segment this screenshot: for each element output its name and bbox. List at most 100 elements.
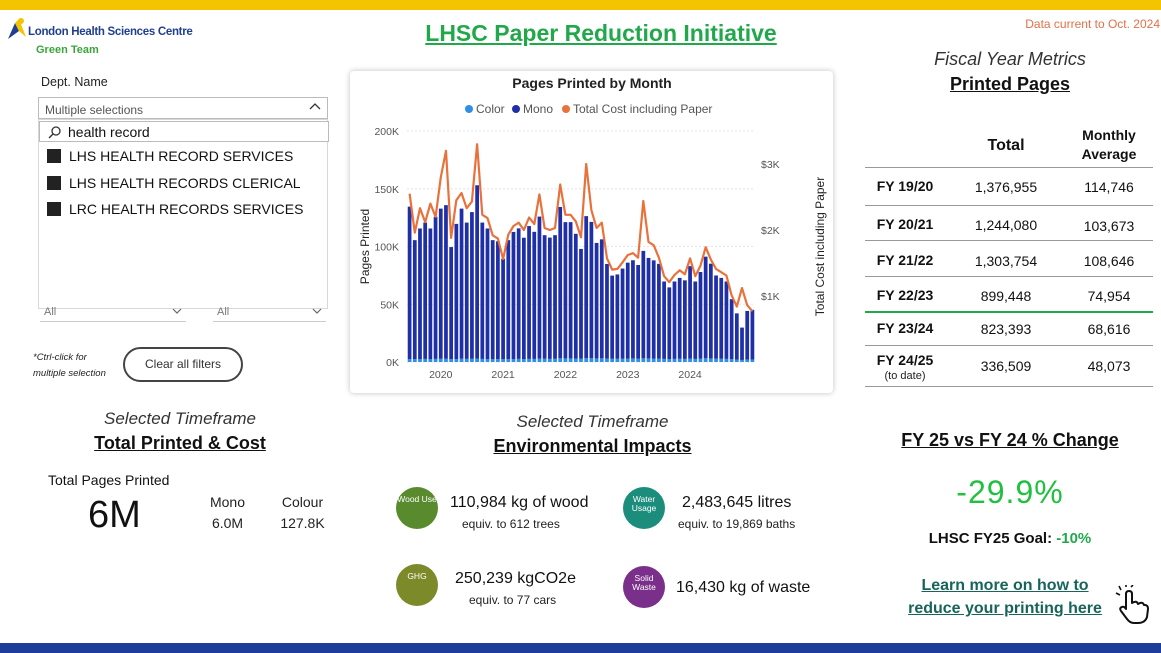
color-bar [672,358,677,362]
wood-use-icon: Wood Use [396,487,438,529]
learn-more-link[interactable]: Learn more on how to reduce your printin… [908,577,1102,617]
mono-bar [511,231,516,359]
fy-total: 823,393 [980,321,1032,337]
color-bar [438,358,443,362]
mono-bar [672,281,677,359]
mono-bar [662,281,666,359]
color-bar [573,358,578,362]
mono-bar [459,208,464,359]
mono-bar [579,248,583,359]
mono-bar [714,275,718,359]
mono-bar [438,208,443,359]
goal-value: -10% [1056,530,1092,547]
colour-label: Colour [281,494,324,510]
filter-select-a[interactable]: All [40,306,186,322]
slicer-option[interactable]: LHS HEALTH RECORDS CLERICAL [47,173,327,193]
fy-avg: 74,954 [1087,288,1131,304]
legend-marker [512,105,520,113]
mono-bar [532,231,537,359]
slicer-search-input[interactable]: health record [39,121,329,142]
mono-bar [594,242,599,359]
color-bar [527,358,531,362]
color-bar [423,358,428,362]
pointer-hand-icon[interactable] [1112,585,1152,625]
mono-bar [667,287,672,359]
option-label: LHS HEALTH RECORD SERVICES [69,148,294,164]
color-bar [698,358,703,362]
pages-printed-chart[interactable]: Pages Printed by Month Color Mono Total Cos… [350,71,833,393]
color-bar [459,358,464,362]
mono-bar [407,206,412,360]
mono-bar [563,222,568,359]
mono-bar [698,272,703,359]
environment-subtitle: Selected Timeframe [516,412,669,431]
mono-bar [683,280,687,359]
y-axis-title: Pages Printed [358,209,372,284]
slicer-option[interactable]: LRC HEALTH RECORDS SERVICES [47,199,327,219]
mono-bar [740,327,744,360]
fy-total: 1,376,955 [974,179,1038,195]
color-bar [579,358,583,362]
slicer-dropdown: health record LHS HEALTH RECORD SERVICES… [38,119,329,309]
filter-select-b[interactable]: All [213,306,326,322]
mono-value: 6.0M [211,515,244,531]
mono-bar [464,222,469,359]
mono-bar [734,313,739,360]
mono-bar [688,266,692,359]
color-bar [599,358,604,362]
fy-avg: 108,646 [1083,253,1135,269]
clear-all-filters-button[interactable]: Clear all filters [123,347,243,382]
chevron-up-icon[interactable] [309,101,321,113]
search-value: health record [68,124,150,140]
totals-subtitle: Selected Timeframe [104,409,256,428]
color-bar [454,358,459,362]
color-bar [428,358,433,362]
checkbox-checked-icon[interactable] [47,202,61,216]
color-bar [542,358,547,362]
checkbox-checked-icon[interactable] [47,149,61,163]
waste-main: 16,430 kg of waste [676,579,811,596]
color-bar [683,358,687,362]
fy-total: 336,509 [980,358,1032,374]
lhsc-logo: London Health Sciences Centre Green Team [6,17,206,61]
mono-bar [589,221,594,359]
x-tick-label: 2024 [678,369,702,381]
color-bar [708,358,713,362]
ctrl-click-hint: *Ctrl-click for multiple selection [33,350,106,382]
fy-total: 899,448 [980,288,1032,304]
mono-bar [516,228,521,359]
mono-bar [657,263,661,359]
fy-label: FY 20/21 [876,216,934,232]
color-bar [501,359,505,362]
fy-total: 1,303,754 [974,253,1038,269]
mono-bar [485,228,490,359]
legend-label: Mono [523,102,553,116]
color-bar [750,359,755,362]
color-bar [480,358,485,362]
fy-label: FY 21/22 [876,252,934,268]
col-header-total: Total [987,137,1025,154]
color-bar [521,358,526,362]
color-bar [589,358,594,362]
chart-title: Pages Printed by Month [512,75,671,91]
color-bar [568,358,573,362]
y-tick-label: 100K [374,242,399,254]
color-bar [625,358,630,362]
color-bar [688,358,692,362]
color-bar [724,358,729,362]
color-bar [734,359,739,362]
fiscal-title: Printed Pages [949,74,1071,94]
fy-label: FY 22/23 [876,287,934,303]
ghg-sub: equiv. to 77 cars [469,593,557,607]
color-bar [646,358,651,362]
water-sub: equiv. to 19,869 baths [678,517,796,531]
mono-bar [631,260,635,359]
totals-title: Total Printed & Cost [94,433,266,453]
color-bar [636,358,641,362]
color-bar [657,358,661,362]
dept-name-slicer[interactable]: Multiple selections [38,97,328,119]
mono-bar [745,310,750,360]
slicer-option[interactable]: LHS HEALTH RECORD SERVICES [47,146,327,166]
checkbox-checked-icon[interactable] [47,176,61,190]
color-bar [605,358,609,362]
